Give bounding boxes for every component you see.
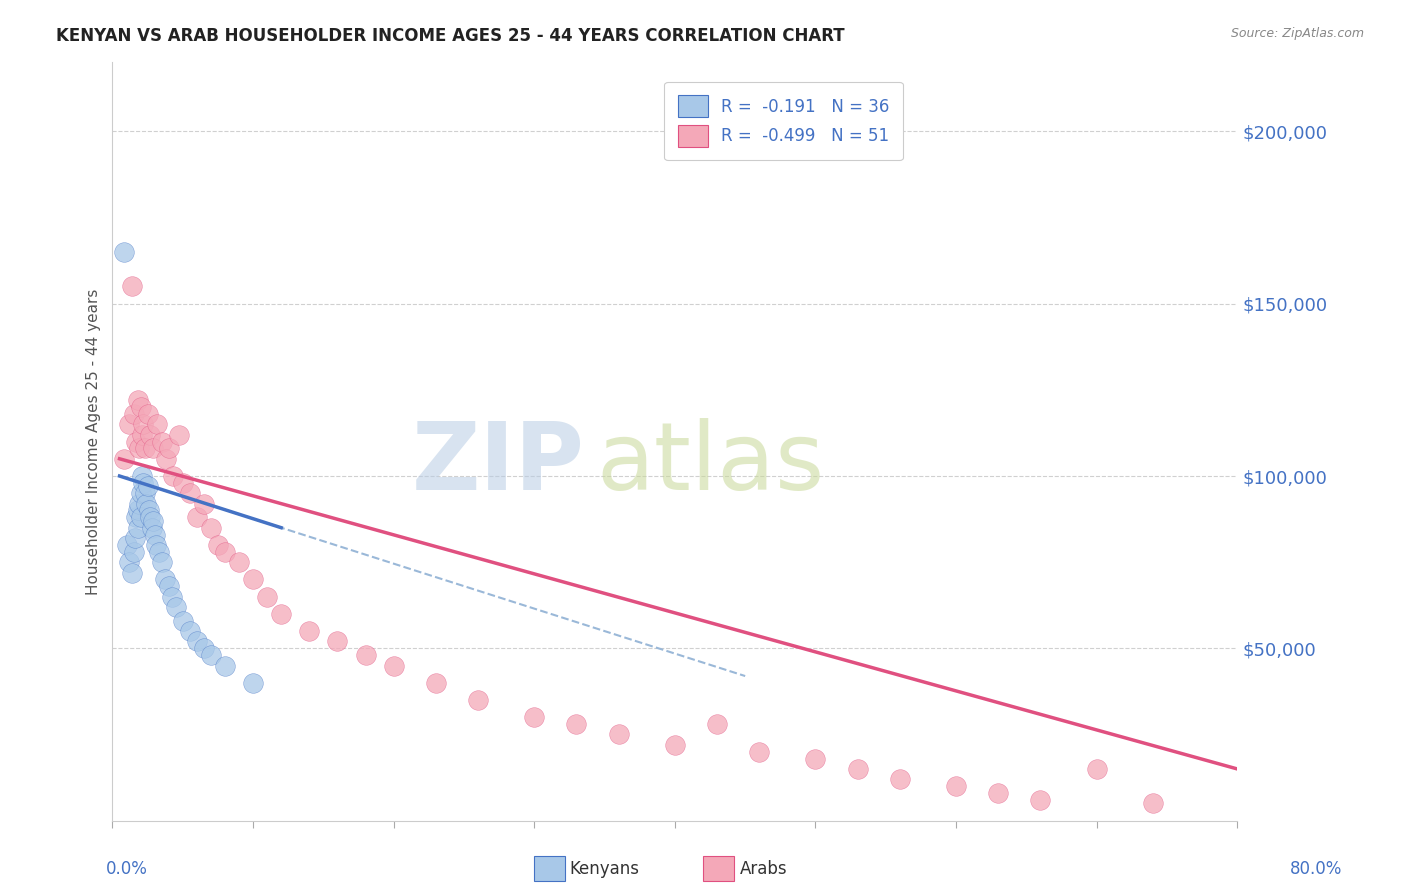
Text: atlas: atlas	[596, 418, 824, 510]
Point	[242, 675, 264, 690]
Point	[128, 442, 150, 456]
Text: 80.0%: 80.0%	[1291, 860, 1343, 878]
Point	[706, 717, 728, 731]
Point	[127, 393, 149, 408]
Point	[128, 497, 150, 511]
Point	[143, 527, 166, 541]
Point	[155, 451, 177, 466]
Point	[129, 486, 152, 500]
Point	[136, 479, 159, 493]
Point	[142, 514, 165, 528]
Point	[118, 417, 141, 432]
Point	[129, 400, 152, 414]
Point	[142, 442, 165, 456]
Point	[160, 590, 183, 604]
Point	[136, 407, 159, 421]
Point	[131, 427, 153, 442]
Point	[165, 599, 187, 614]
Point	[146, 417, 169, 432]
Point	[145, 538, 167, 552]
Point	[889, 772, 911, 787]
Point	[382, 658, 405, 673]
Point	[804, 751, 827, 765]
Point	[179, 486, 201, 500]
Point	[157, 442, 180, 456]
Y-axis label: Householder Income Ages 25 - 44 years: Householder Income Ages 25 - 44 years	[86, 288, 101, 595]
Point	[193, 497, 215, 511]
Point	[523, 710, 546, 724]
Text: ZIP: ZIP	[412, 418, 585, 510]
Point	[125, 434, 148, 449]
Point	[298, 624, 321, 639]
Point	[200, 648, 222, 663]
Text: Source: ZipAtlas.com: Source: ZipAtlas.com	[1230, 27, 1364, 40]
Point	[121, 566, 143, 580]
Point	[150, 555, 173, 569]
Point	[167, 427, 190, 442]
Point	[139, 427, 162, 442]
Point	[214, 545, 236, 559]
Point	[228, 555, 250, 569]
Point	[748, 745, 770, 759]
Point	[122, 545, 145, 559]
Legend: R =  -0.191   N = 36, R =  -0.499   N = 51: R = -0.191 N = 36, R = -0.499 N = 51	[665, 82, 903, 160]
Text: 0.0%: 0.0%	[105, 860, 148, 878]
Point	[256, 590, 278, 604]
Point	[846, 762, 869, 776]
Point	[118, 555, 141, 569]
Point	[565, 717, 588, 731]
Point	[132, 475, 155, 490]
Point	[150, 434, 173, 449]
Point	[354, 648, 377, 663]
Point	[193, 641, 215, 656]
Point	[1029, 793, 1052, 807]
Point	[121, 279, 143, 293]
Point	[200, 521, 222, 535]
Point	[270, 607, 292, 621]
Point	[138, 503, 160, 517]
Point	[141, 521, 163, 535]
Point	[115, 538, 138, 552]
Point	[127, 503, 149, 517]
Text: Arabs: Arabs	[740, 860, 787, 878]
Point	[945, 779, 967, 793]
Point	[132, 417, 155, 432]
Point	[326, 634, 349, 648]
Point	[148, 545, 170, 559]
Point	[664, 738, 686, 752]
Point	[127, 521, 149, 535]
Point	[112, 451, 135, 466]
Point	[172, 475, 194, 490]
Point	[425, 675, 447, 690]
Point	[1085, 762, 1108, 776]
Point	[129, 510, 152, 524]
Point	[242, 573, 264, 587]
Point	[162, 469, 184, 483]
Point	[207, 538, 229, 552]
Point	[987, 786, 1010, 800]
Point	[112, 244, 135, 259]
Point	[607, 727, 630, 741]
Point	[157, 579, 180, 593]
Point	[131, 469, 153, 483]
Text: Kenyans: Kenyans	[569, 860, 640, 878]
Point	[135, 497, 157, 511]
Point	[125, 510, 148, 524]
Text: KENYAN VS ARAB HOUSEHOLDER INCOME AGES 25 - 44 YEARS CORRELATION CHART: KENYAN VS ARAB HOUSEHOLDER INCOME AGES 2…	[56, 27, 845, 45]
Point	[467, 693, 489, 707]
Point	[122, 407, 145, 421]
Point	[134, 486, 156, 500]
Point	[134, 442, 156, 456]
Point	[139, 510, 162, 524]
Point	[1142, 797, 1164, 811]
Point	[153, 573, 176, 587]
Point	[124, 531, 146, 545]
Point	[186, 510, 208, 524]
Point	[214, 658, 236, 673]
Point	[172, 614, 194, 628]
Point	[186, 634, 208, 648]
Point	[179, 624, 201, 639]
